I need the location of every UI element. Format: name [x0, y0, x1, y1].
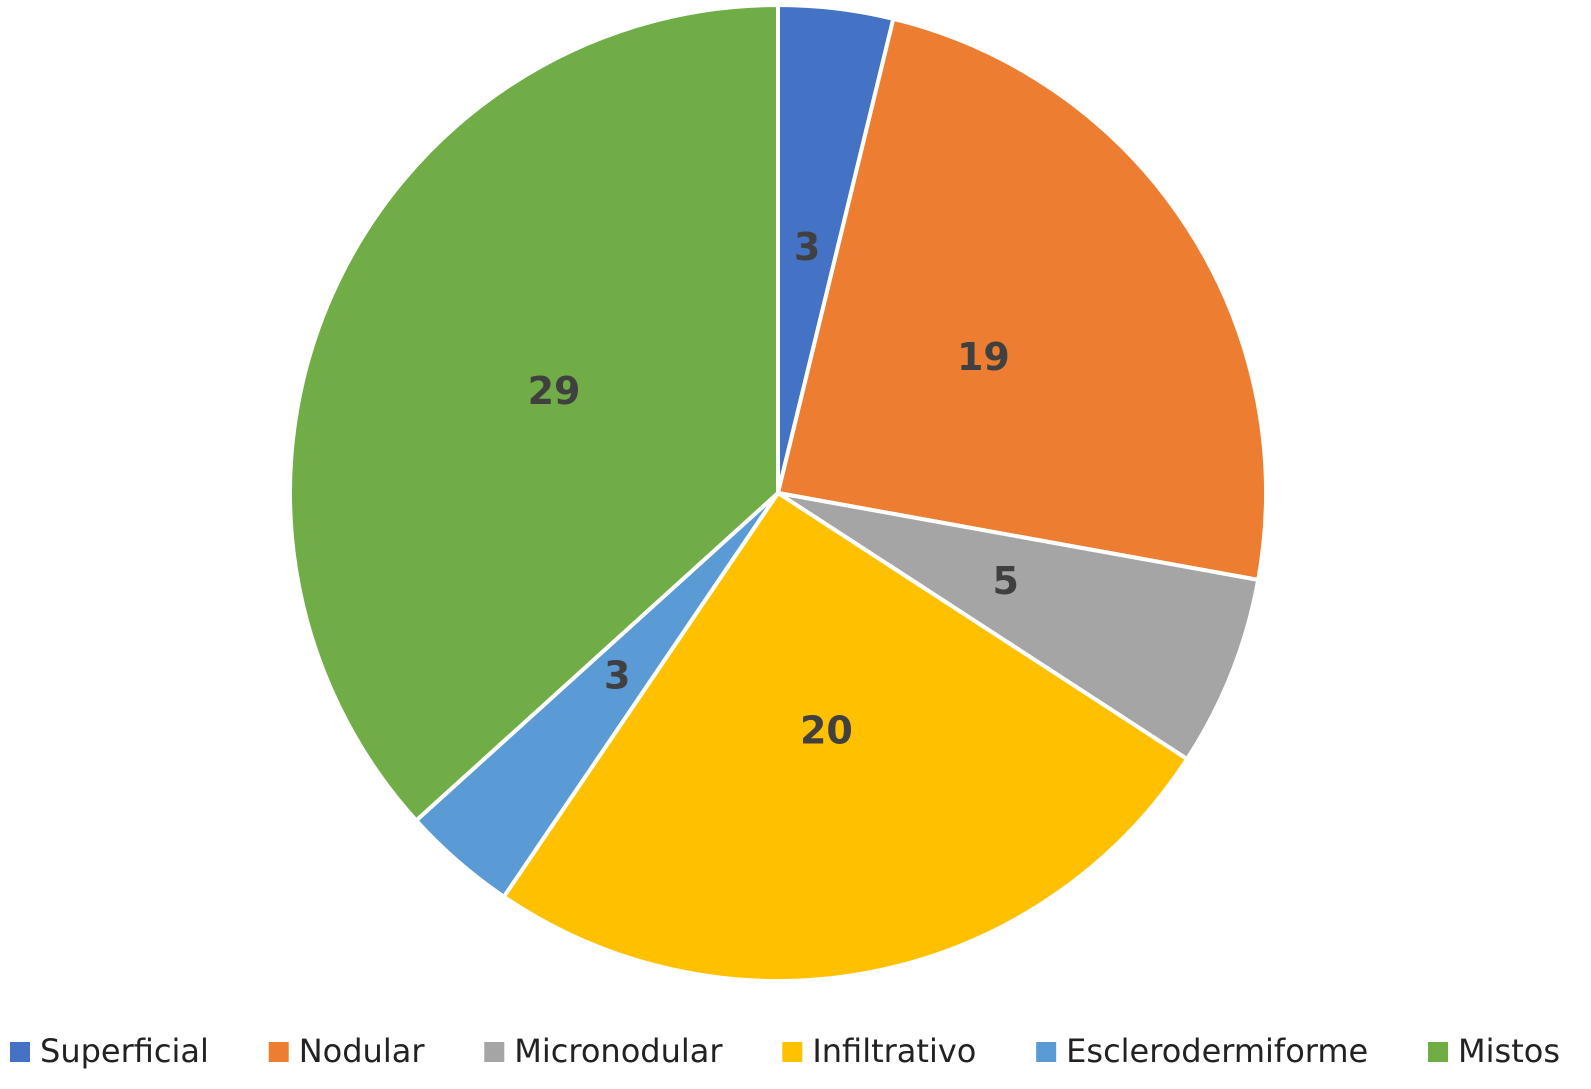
- value-label: 29: [528, 369, 581, 413]
- pie-slice: [775, 16, 1268, 583]
- legend-label: Mistos: [1458, 1032, 1560, 1070]
- legend-swatch: [10, 1042, 30, 1062]
- pie-slice: [776, 491, 1261, 762]
- pie-slice: [288, 2, 780, 824]
- legend-swatch: [484, 1042, 505, 1062]
- value-label: 19: [957, 335, 1010, 379]
- value-label: 20: [800, 709, 853, 753]
- legend-label: Infiltrativo: [812, 1032, 976, 1070]
- pie-slice: [501, 490, 1190, 983]
- value-label: 5: [992, 559, 1018, 603]
- legend-label: Superficial: [40, 1032, 209, 1070]
- legend-swatch: [1036, 1042, 1057, 1062]
- legend-swatch: [782, 1042, 803, 1062]
- value-label: 3: [604, 653, 630, 697]
- legend-label: Nodular: [299, 1032, 426, 1070]
- legend-label: Micronodular: [514, 1032, 723, 1070]
- legend-swatch: [1428, 1042, 1449, 1062]
- value-label: 3: [794, 225, 820, 269]
- legend-label: Esclerodermiforme: [1066, 1032, 1368, 1070]
- legend-swatch: [268, 1042, 289, 1062]
